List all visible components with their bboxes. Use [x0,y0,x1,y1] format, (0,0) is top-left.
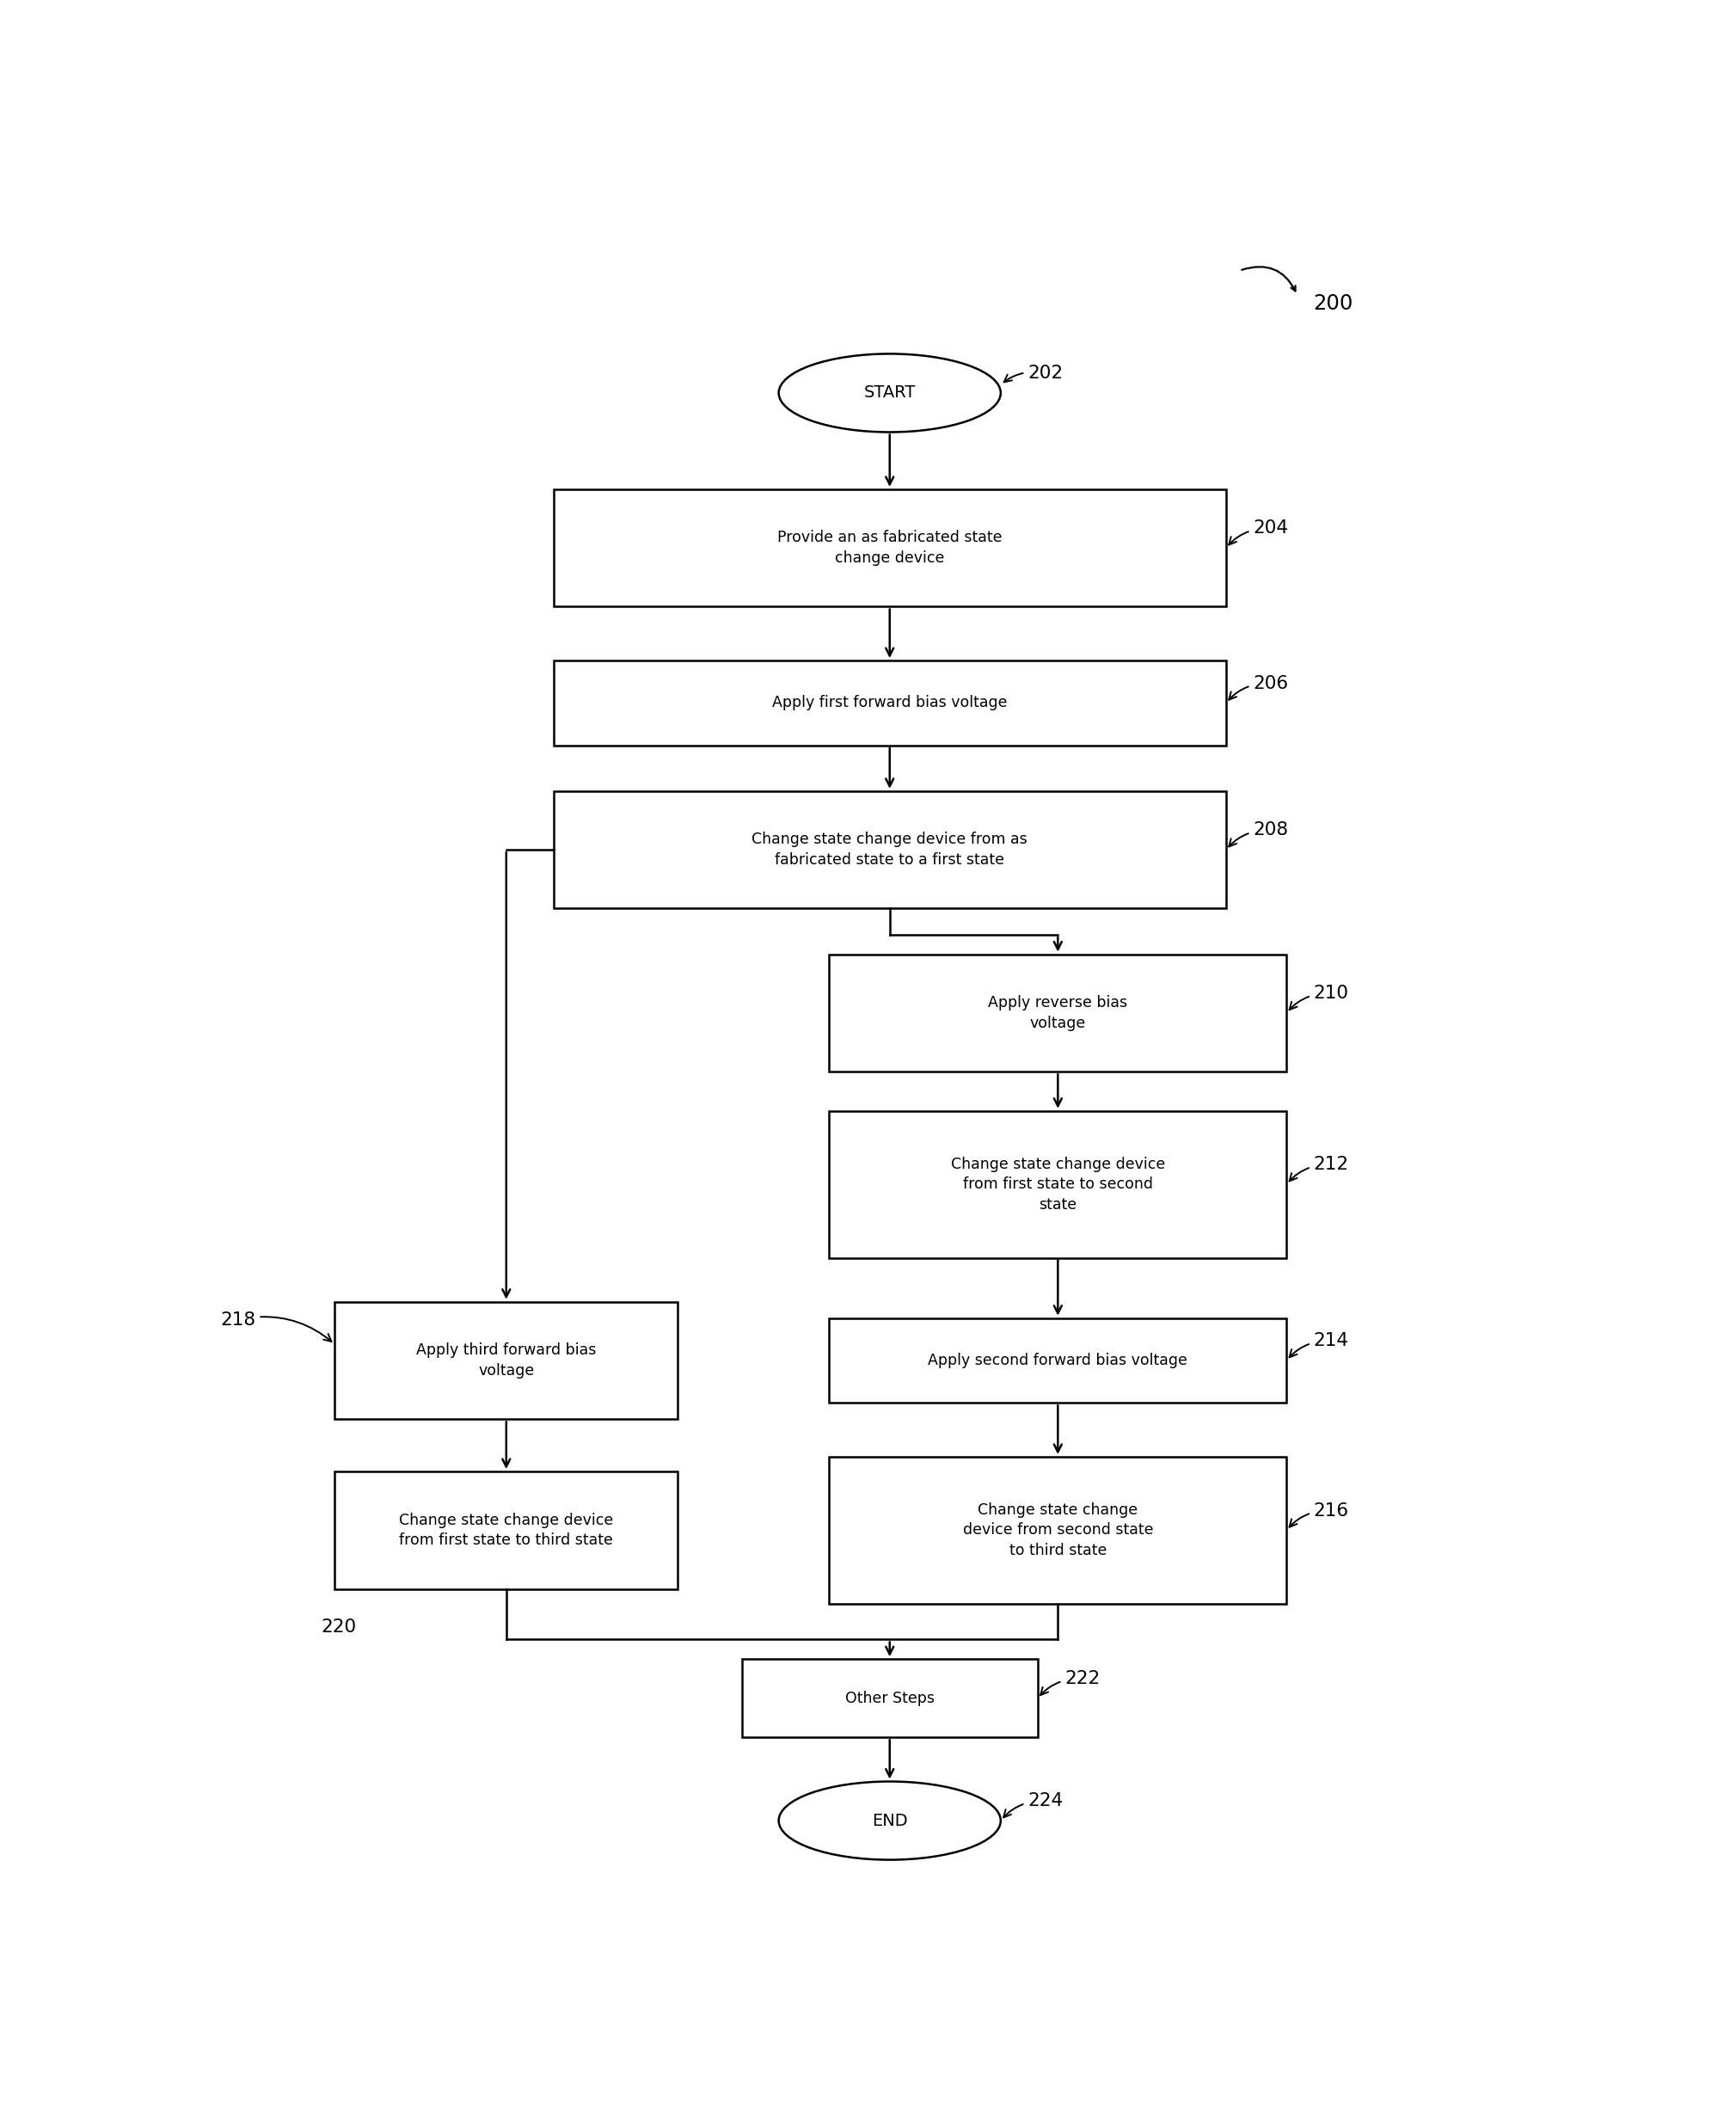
Ellipse shape [779,354,1000,432]
Text: Change state change device
from first state to second
state: Change state change device from first st… [951,1157,1165,1212]
Text: 224: 224 [1003,1793,1062,1818]
FancyBboxPatch shape [554,790,1226,909]
FancyBboxPatch shape [335,1471,677,1589]
Text: 216: 216 [1290,1502,1349,1528]
Text: 202: 202 [1003,364,1062,381]
FancyBboxPatch shape [554,661,1226,746]
FancyBboxPatch shape [554,489,1226,606]
Text: START: START [865,386,915,400]
Text: 210: 210 [1290,985,1349,1011]
Text: Change state change device from as
fabricated state to a first state: Change state change device from as fabri… [752,833,1028,867]
Ellipse shape [779,1782,1000,1860]
FancyBboxPatch shape [830,954,1286,1072]
Text: 214: 214 [1290,1333,1349,1358]
Text: 222: 222 [1040,1670,1101,1695]
FancyBboxPatch shape [830,1110,1286,1259]
Text: END: END [871,1812,908,1829]
Text: 204: 204 [1229,519,1288,545]
Text: 200: 200 [1314,292,1354,314]
Text: 220: 220 [321,1619,356,1636]
FancyBboxPatch shape [830,1456,1286,1604]
FancyBboxPatch shape [335,1301,677,1420]
Text: Other Steps: Other Steps [845,1691,934,1706]
Text: Apply third forward bias
voltage: Apply third forward bias voltage [417,1343,595,1379]
Text: 208: 208 [1229,822,1288,848]
Text: Change state change device
from first state to third state: Change state change device from first st… [399,1513,613,1549]
Text: Apply first forward bias voltage: Apply first forward bias voltage [773,695,1007,710]
Text: 212: 212 [1290,1157,1349,1180]
Text: Provide an as fabricated state
change device: Provide an as fabricated state change de… [778,530,1002,566]
Text: 206: 206 [1229,674,1288,699]
Text: Apply second forward bias voltage: Apply second forward bias voltage [929,1352,1187,1369]
Text: 218: 218 [220,1312,332,1341]
Text: Change state change
device from second state
to third state: Change state change device from second s… [963,1502,1153,1557]
Text: Apply reverse bias
voltage: Apply reverse bias voltage [988,996,1128,1030]
FancyBboxPatch shape [830,1318,1286,1403]
FancyBboxPatch shape [741,1659,1038,1738]
